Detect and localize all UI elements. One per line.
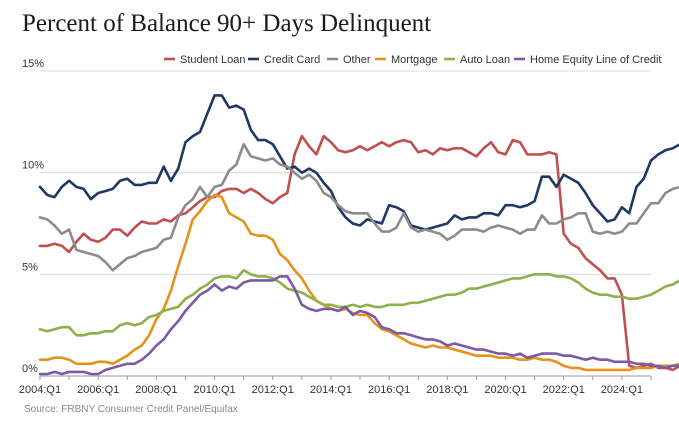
y-tick-label: 10% bbox=[22, 160, 44, 172]
x-tick-label: 2020:Q1 bbox=[484, 384, 526, 396]
y-tick-label: 15% bbox=[22, 58, 44, 70]
legend-label-credit-card: Credit Card bbox=[264, 54, 320, 66]
series-line-student-loan bbox=[38, 134, 679, 372]
x-tick-label: 2016:Q1 bbox=[368, 384, 410, 396]
series-line-mortgage bbox=[38, 193, 679, 372]
series-line-other bbox=[38, 142, 679, 272]
x-tick-label: 2006:Q1 bbox=[77, 384, 119, 396]
x-tick-label: 2018:Q1 bbox=[426, 384, 468, 396]
x-tick-label: 2012:Q1 bbox=[252, 384, 294, 396]
legend: Student Loan Credit Card Other Mortgage Auto… bbox=[164, 54, 661, 66]
legend-label-auto-loan: Auto Loan bbox=[460, 54, 510, 66]
x-tick-label: 2008:Q1 bbox=[135, 384, 177, 396]
legend-label-home-equity-line-of-credit: Home Equity Line of Credit bbox=[530, 54, 661, 66]
x-tick-label: 2004:Q1 bbox=[19, 384, 61, 396]
y-tick-label: 0% bbox=[22, 363, 38, 375]
series-lines bbox=[38, 94, 679, 376]
legend-label-mortgage: Mortgage bbox=[391, 54, 437, 66]
legend-label-student-loan: Student Loan bbox=[180, 54, 245, 66]
x-tick-label: 2014:Q1 bbox=[310, 384, 352, 396]
source-note: Source: FRBNY Consumer Credit Panel/Equi… bbox=[24, 404, 238, 415]
legend-label-other: Other bbox=[343, 54, 371, 66]
x-tick-label: 2024:Q1 bbox=[601, 384, 643, 396]
series-line-home-equity-line-of-credit bbox=[38, 275, 679, 376]
chart-title: Percent of Balance 90+ Days Delinquent bbox=[22, 10, 432, 37]
x-tick-label: 2022:Q1 bbox=[543, 384, 585, 396]
x-axis: 2004:Q1 2006:Q1 2008:Q1 2010:Q1 2012:Q1 2014:… bbox=[19, 375, 652, 396]
series-line-credit-card bbox=[38, 94, 679, 231]
y-tick-label: 5% bbox=[22, 261, 38, 273]
y-axis-ticks: 0% 5% 10% 15% bbox=[22, 58, 44, 375]
series-line-auto-loan bbox=[38, 268, 679, 337]
x-tick-label: 2010:Q1 bbox=[193, 384, 235, 396]
